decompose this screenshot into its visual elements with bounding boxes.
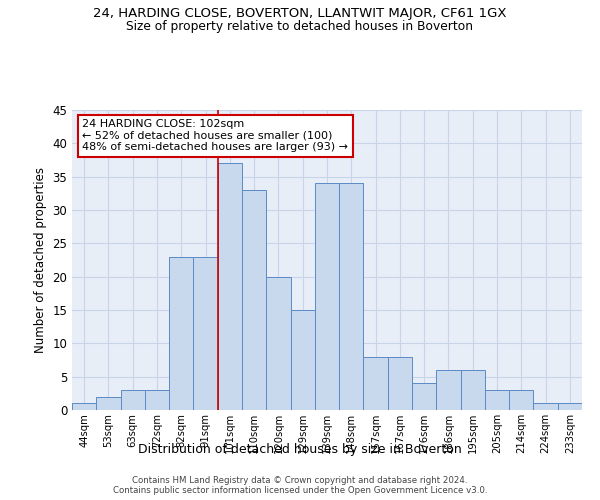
Bar bbox=[412, 384, 436, 410]
Bar bbox=[193, 256, 218, 410]
Bar bbox=[218, 164, 242, 410]
Bar bbox=[169, 256, 193, 410]
Bar bbox=[388, 356, 412, 410]
Y-axis label: Number of detached properties: Number of detached properties bbox=[34, 167, 47, 353]
Bar bbox=[558, 404, 582, 410]
Bar bbox=[509, 390, 533, 410]
Bar bbox=[290, 310, 315, 410]
Bar bbox=[96, 396, 121, 410]
Bar bbox=[364, 356, 388, 410]
Bar bbox=[315, 184, 339, 410]
Bar bbox=[533, 404, 558, 410]
Bar bbox=[436, 370, 461, 410]
Bar bbox=[266, 276, 290, 410]
Bar bbox=[72, 404, 96, 410]
Bar bbox=[461, 370, 485, 410]
Text: Distribution of detached houses by size in Boverton: Distribution of detached houses by size … bbox=[138, 442, 462, 456]
Bar bbox=[485, 390, 509, 410]
Text: 24 HARDING CLOSE: 102sqm
← 52% of detached houses are smaller (100)
48% of semi-: 24 HARDING CLOSE: 102sqm ← 52% of detach… bbox=[82, 119, 348, 152]
Text: Size of property relative to detached houses in Boverton: Size of property relative to detached ho… bbox=[127, 20, 473, 33]
Bar bbox=[121, 390, 145, 410]
Bar bbox=[145, 390, 169, 410]
Bar bbox=[242, 190, 266, 410]
Text: 24, HARDING CLOSE, BOVERTON, LLANTWIT MAJOR, CF61 1GX: 24, HARDING CLOSE, BOVERTON, LLANTWIT MA… bbox=[93, 8, 507, 20]
Bar bbox=[339, 184, 364, 410]
Text: Contains HM Land Registry data © Crown copyright and database right 2024.
Contai: Contains HM Land Registry data © Crown c… bbox=[113, 476, 487, 495]
